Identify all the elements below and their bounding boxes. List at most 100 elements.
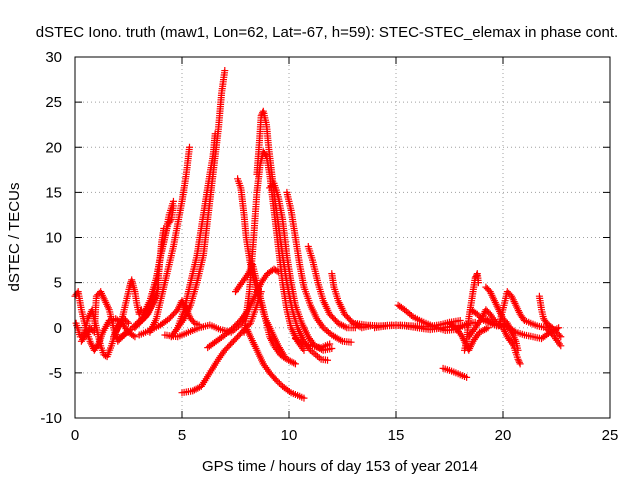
data-point [514,346,522,354]
data-point [394,301,407,313]
data-point [465,326,478,341]
y-tick-label: -5 [49,365,62,382]
data-point [544,321,555,331]
series-pass-22 [304,243,359,332]
y-tick-label: 25 [45,94,62,111]
data-point [197,371,213,390]
data-point [214,348,227,363]
data-point [553,328,563,339]
data-point [101,297,112,312]
series-pass-29 [439,364,471,381]
data-marks [71,67,565,402]
data-point [229,330,244,345]
x-tick-label: 0 [71,427,79,444]
data-point [456,371,468,380]
data-point [463,373,471,381]
data-point [72,319,84,338]
data-point [169,222,181,250]
series-pass-21 [283,188,355,346]
data-point [156,240,165,269]
data-point [484,324,492,332]
data-point [271,197,282,226]
data-point [135,315,148,327]
data-point [334,319,349,331]
data-point [100,351,109,360]
data-point [279,252,290,284]
data-point [110,326,121,341]
data-point [347,338,355,346]
data-point [317,355,329,364]
y-tick-label: -10 [40,410,62,427]
data-point [401,306,415,319]
data-point [114,317,125,332]
data-point [334,297,348,316]
data-point [448,367,462,378]
data-point [328,331,345,344]
data-point [157,316,171,329]
data-point [283,279,296,311]
series-pass-28 [371,317,464,332]
data-point [187,254,200,287]
data-point [317,341,331,352]
data-point [291,360,299,368]
data-point [499,324,510,339]
data-point [503,333,516,348]
data-point [279,215,291,257]
data-point [490,297,502,312]
data-point [209,132,219,160]
data-point [245,236,257,296]
y-tick-label: 15 [45,184,62,201]
data-point [324,356,332,364]
data-point [328,345,336,353]
series-pass-17 [234,175,289,361]
data-point [512,301,523,316]
data-point [283,252,295,284]
data-point [266,369,279,383]
data-point [452,324,465,339]
data-point [253,146,263,178]
data-point [257,271,270,287]
data-point [287,206,299,239]
y-axis-label: dSTEC / TECUs [6,183,23,292]
data-point [508,292,519,307]
data-point [242,324,254,339]
data-point [291,335,306,347]
series-pass-09 [135,224,168,327]
data-point [281,353,289,361]
data-point [237,184,248,217]
data-point [174,308,187,332]
data-point [476,325,490,336]
data-point [86,324,97,335]
data-point [480,317,492,326]
data-point [197,200,209,232]
x-tick-label: 5 [178,427,186,444]
data-point [99,319,112,336]
data-point [178,173,190,205]
data-point [306,346,323,362]
data-point [330,283,341,302]
data-point [90,294,100,336]
data-point [185,143,193,151]
x-axis-label: GPS time / hours of day 153 of year 2014 [202,458,478,475]
data-point [114,332,127,343]
data-point [557,333,565,341]
data-point [189,383,203,395]
data-point [135,327,152,339]
data-point [294,391,306,401]
y-tick-label: 5 [54,275,62,292]
data-point [146,322,162,334]
data-point [516,360,524,368]
data-point [300,283,314,307]
data-point [538,306,547,320]
data-point [469,330,482,345]
data-point [486,319,498,329]
x-tick-label: 10 [281,427,298,444]
data-point [76,330,87,341]
data-point [268,328,281,348]
data-point [555,324,563,332]
data-point [125,319,132,327]
data-point [283,355,298,367]
data-point [202,173,213,205]
